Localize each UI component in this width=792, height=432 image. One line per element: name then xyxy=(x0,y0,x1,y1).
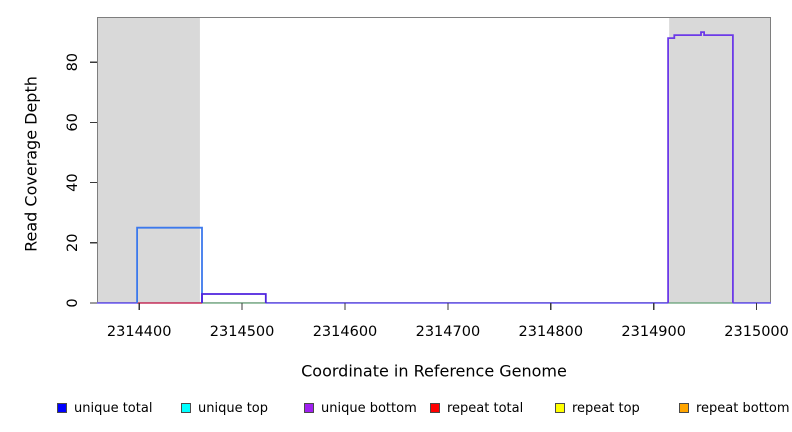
repeat-region-band xyxy=(669,17,771,303)
legend-swatch-repeat-bottom xyxy=(679,403,689,413)
legend-swatch-unique-total xyxy=(57,403,67,413)
legend-item-repeat-total: repeat total xyxy=(430,398,523,418)
series-unique-coverage-block-depth-25 xyxy=(136,226,203,303)
legend-swatch-repeat-total xyxy=(430,403,440,413)
legend-item-unique-bottom: unique bottom xyxy=(304,398,417,418)
x-tick-label: 2314600 xyxy=(313,324,378,340)
y-tick-label: 0 xyxy=(65,298,81,307)
legend-item-repeat-top: repeat top xyxy=(555,398,640,418)
x-tick-label: 2314800 xyxy=(519,324,584,340)
legend-swatch-unique-top xyxy=(181,403,191,413)
y-tick-label: 40 xyxy=(65,173,81,191)
series-unique-coverage-block-depth-3 xyxy=(201,293,267,303)
y-axis-title: Read Coverage Depth xyxy=(21,76,41,252)
legend-item-label: repeat top xyxy=(572,400,640,416)
legend-item-unique-top: unique top xyxy=(181,398,268,418)
x-tick-label: 2314500 xyxy=(210,324,275,340)
legend-item-unique-total: unique total xyxy=(57,398,152,418)
legend-item-label: unique total xyxy=(74,400,153,416)
x-tick-label: 2315000 xyxy=(724,324,789,340)
legend-item-label: repeat bottom xyxy=(696,400,790,416)
legend-item-label: unique bottom xyxy=(321,400,417,416)
x-tick-label: 2314900 xyxy=(621,324,686,340)
legend-item-label: repeat total xyxy=(447,400,524,416)
y-tick-label: 60 xyxy=(65,113,81,131)
legend-swatch-unique-bottom xyxy=(304,403,314,413)
legend: unique total unique top unique bottom repea… xyxy=(0,398,792,420)
x-axis-title: Coordinate in Reference Genome xyxy=(301,361,567,381)
y-tick-label: 80 xyxy=(65,53,81,71)
x-tick-label: 2314400 xyxy=(107,324,172,340)
legend-swatch-repeat-top xyxy=(555,403,565,413)
series-unique-coverage-block-depth-89 xyxy=(667,31,734,303)
y-tick-label: 20 xyxy=(65,234,81,252)
legend-item-repeat-bottom: repeat bottom xyxy=(679,398,790,418)
repeat-region-band xyxy=(97,17,200,303)
legend-item-label: unique top xyxy=(198,400,269,416)
x-tick-label: 2314700 xyxy=(416,324,481,340)
